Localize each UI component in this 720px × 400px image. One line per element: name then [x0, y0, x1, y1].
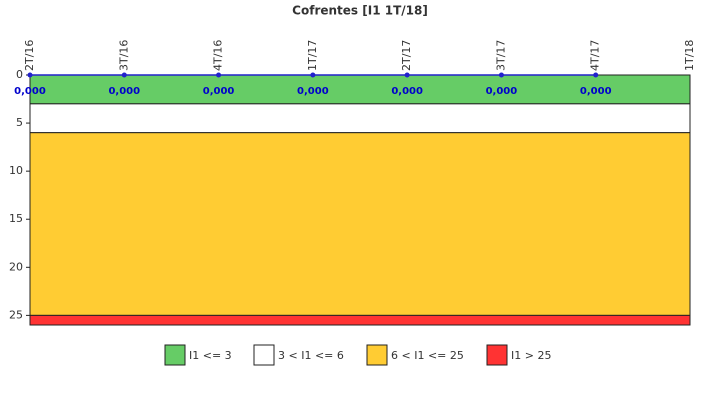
x-tick-label: 2T/17 — [400, 40, 413, 71]
legend-swatch — [164, 344, 186, 366]
legend-label: 6 < I1 <= 25 — [391, 349, 464, 362]
legend-label: I1 <= 3 — [189, 349, 232, 362]
legend-swatch — [366, 344, 388, 366]
chart-title: Cofrentes [I1 1T/18] — [292, 4, 428, 18]
band — [29, 103, 691, 134]
band — [29, 314, 691, 326]
y-tick-label: 20 — [9, 260, 23, 273]
value-label: 0,000 — [108, 86, 140, 97]
x-tick-label: 2T/16 — [23, 40, 36, 71]
value-label: 0,000 — [486, 86, 518, 97]
y-tick-label: 25 — [9, 308, 23, 321]
value-label: 0,000 — [297, 86, 329, 97]
point — [121, 72, 127, 78]
point — [27, 72, 33, 78]
x-tick-label: 4T/17 — [589, 40, 602, 71]
legend-label: I1 > 25 — [511, 349, 551, 362]
y-tick-label: 5 — [16, 116, 23, 129]
y-tick-label: 15 — [9, 212, 23, 225]
point — [593, 72, 599, 78]
x-tick-label: 3T/17 — [494, 40, 507, 71]
x-tick-label: 3T/16 — [117, 40, 130, 71]
y-tick-label: 0 — [16, 68, 23, 81]
x-tick-label: 1T/18 — [683, 40, 696, 71]
legend-label: 3 < I1 <= 6 — [278, 349, 344, 362]
band — [29, 74, 691, 105]
value-label: 0,000 — [580, 86, 612, 97]
x-tick-label: 4T/16 — [212, 40, 225, 71]
point — [498, 72, 504, 78]
x-tick-label: 1T/17 — [306, 40, 319, 71]
value-label: 0,000 — [203, 86, 235, 97]
legend-swatch — [486, 344, 508, 366]
point — [216, 72, 222, 78]
point — [404, 72, 410, 78]
value-label: 0,000 — [14, 86, 46, 97]
band — [29, 132, 691, 316]
point — [310, 72, 316, 78]
value-label: 0,000 — [391, 86, 423, 97]
legend-swatch — [253, 344, 275, 366]
y-tick-label: 10 — [9, 164, 23, 177]
